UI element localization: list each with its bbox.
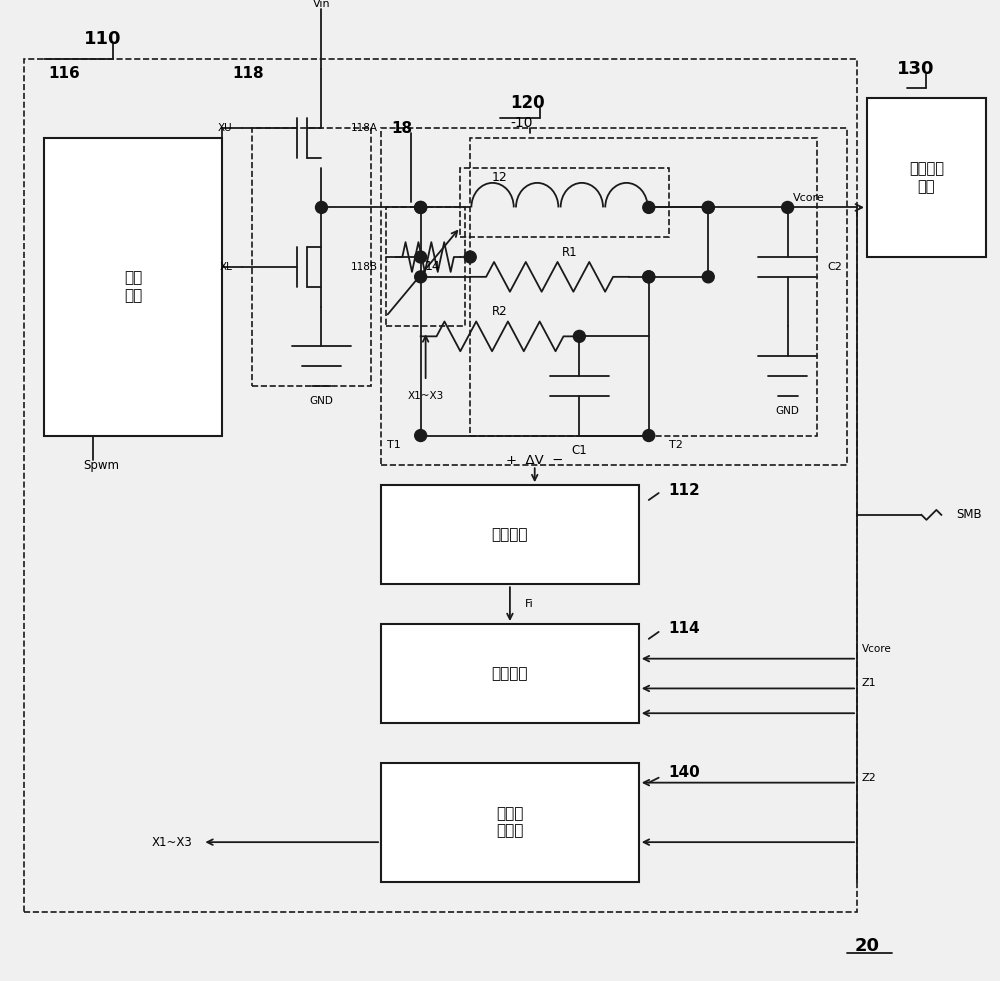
Bar bbox=[381, 763, 639, 882]
Circle shape bbox=[464, 251, 476, 263]
Text: Vcore: Vcore bbox=[793, 192, 824, 202]
Text: 嵌入式
控制器: 嵌入式 控制器 bbox=[496, 806, 524, 839]
Text: 120: 120 bbox=[510, 94, 545, 112]
Text: R1: R1 bbox=[562, 245, 577, 259]
Circle shape bbox=[415, 430, 427, 441]
Text: SMB: SMB bbox=[956, 508, 982, 521]
Circle shape bbox=[573, 331, 585, 342]
Circle shape bbox=[643, 271, 655, 283]
Text: 驱动
电路: 驱动 电路 bbox=[124, 271, 142, 303]
Text: 20: 20 bbox=[854, 937, 879, 955]
Text: 控制电路: 控制电路 bbox=[492, 666, 528, 681]
Bar bbox=[470, 138, 817, 436]
Text: 14: 14 bbox=[425, 260, 440, 274]
Bar bbox=[381, 129, 847, 465]
Text: XL: XL bbox=[219, 262, 232, 272]
Circle shape bbox=[702, 201, 714, 214]
Text: 116: 116 bbox=[49, 66, 80, 81]
Text: Z2: Z2 bbox=[862, 773, 877, 783]
Text: -10: -10 bbox=[510, 116, 532, 130]
Circle shape bbox=[316, 201, 327, 214]
Bar bbox=[867, 98, 986, 257]
Circle shape bbox=[643, 271, 655, 283]
Text: T1: T1 bbox=[387, 440, 401, 450]
Text: Vin: Vin bbox=[313, 0, 330, 9]
Circle shape bbox=[782, 201, 794, 214]
Text: Fi: Fi bbox=[525, 599, 534, 609]
Bar bbox=[381, 486, 639, 585]
Text: 110: 110 bbox=[83, 29, 121, 48]
Circle shape bbox=[643, 430, 655, 441]
Text: 130: 130 bbox=[897, 60, 934, 77]
Text: T2: T2 bbox=[669, 440, 682, 450]
Bar bbox=[44, 138, 222, 436]
Circle shape bbox=[415, 251, 427, 263]
Text: Spwm: Spwm bbox=[83, 459, 119, 472]
Text: 12: 12 bbox=[492, 171, 508, 184]
Text: XU: XU bbox=[218, 123, 232, 133]
Circle shape bbox=[415, 201, 427, 214]
Bar bbox=[386, 207, 465, 327]
Text: Z1: Z1 bbox=[862, 679, 877, 689]
Circle shape bbox=[415, 201, 427, 214]
Text: 感测电路: 感测电路 bbox=[492, 527, 528, 542]
Bar bbox=[460, 168, 669, 237]
Text: GND: GND bbox=[776, 406, 800, 416]
Text: +  ΔV  −: + ΔV − bbox=[506, 454, 563, 467]
Text: 中央处理
单元: 中央处理 单元 bbox=[909, 162, 944, 194]
Bar bbox=[24, 59, 857, 911]
Text: 118: 118 bbox=[232, 66, 264, 81]
Text: Vcore: Vcore bbox=[862, 644, 892, 653]
Circle shape bbox=[702, 201, 714, 214]
Circle shape bbox=[643, 201, 655, 214]
Circle shape bbox=[415, 271, 427, 283]
Text: 112: 112 bbox=[669, 483, 700, 497]
Text: 118B: 118B bbox=[351, 262, 378, 272]
Text: C1: C1 bbox=[571, 444, 587, 457]
Text: C2: C2 bbox=[827, 262, 842, 272]
Text: R2: R2 bbox=[492, 305, 508, 318]
Text: 18: 18 bbox=[391, 121, 412, 135]
Text: 118A: 118A bbox=[351, 123, 378, 133]
Bar bbox=[381, 624, 639, 723]
Text: 140: 140 bbox=[669, 765, 700, 780]
Bar bbox=[252, 129, 371, 386]
Text: X1~X3: X1~X3 bbox=[152, 836, 193, 849]
Text: X1~X3: X1~X3 bbox=[407, 390, 444, 401]
Circle shape bbox=[702, 271, 714, 283]
Text: 114: 114 bbox=[669, 621, 700, 637]
Text: GND: GND bbox=[310, 395, 333, 406]
